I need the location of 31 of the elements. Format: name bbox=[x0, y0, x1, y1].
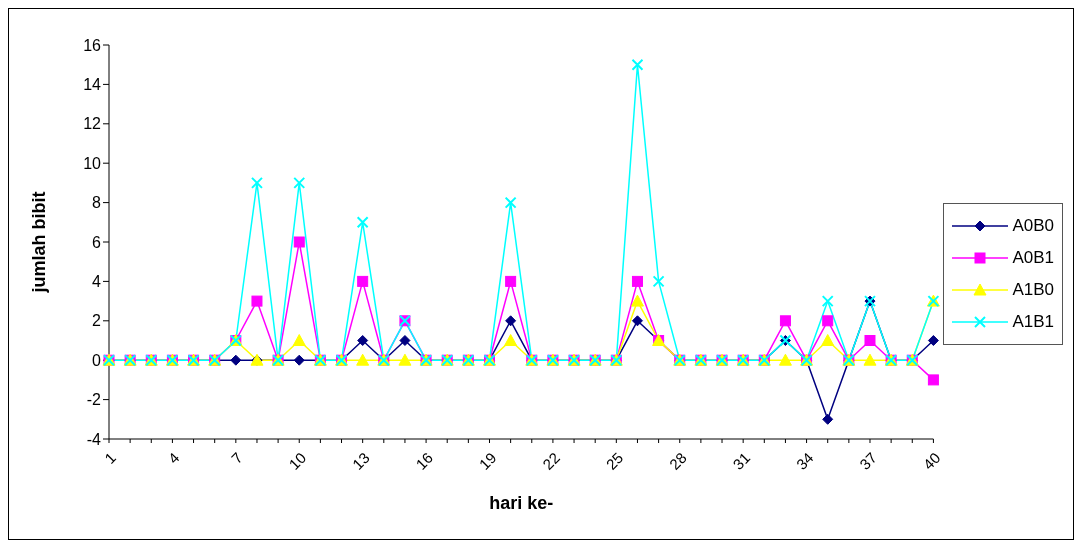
y-tick-label: -4 bbox=[86, 430, 102, 448]
legend-label: A0B1 bbox=[1012, 248, 1054, 268]
y-tick-label: 0 bbox=[92, 351, 102, 369]
legend-label: A1B1 bbox=[1012, 312, 1054, 332]
x-tick-label: 19 bbox=[475, 449, 500, 473]
x-tick-label: 34 bbox=[792, 449, 817, 473]
y-tick-label: 14 bbox=[83, 76, 102, 94]
y-tick-label: -2 bbox=[86, 391, 102, 409]
x-tick-label: 37 bbox=[856, 449, 881, 473]
x-tick-label: 1 bbox=[101, 449, 120, 467]
y-tick-label: 16 bbox=[83, 36, 102, 54]
x-tick-label: 22 bbox=[539, 449, 563, 473]
y-tick-label: 6 bbox=[92, 233, 102, 251]
legend-label: A1B0 bbox=[1012, 280, 1054, 300]
x-tick-label: 16 bbox=[412, 449, 437, 473]
x-tick-label: 4 bbox=[164, 449, 183, 467]
y-tick-label: 12 bbox=[83, 115, 102, 133]
legend-label: A0B0 bbox=[1012, 216, 1054, 236]
x-tick-label: 13 bbox=[348, 449, 373, 473]
x-tick-label: 31 bbox=[729, 449, 754, 473]
y-tick-label: 10 bbox=[83, 154, 102, 172]
x-tick-label: 40 bbox=[919, 449, 944, 473]
x-tick-label: 28 bbox=[665, 449, 690, 473]
y-tick-label: 8 bbox=[92, 194, 102, 212]
x-tick-label: 7 bbox=[227, 449, 246, 467]
x-tick-label: 10 bbox=[285, 449, 310, 473]
y-tick-label: 4 bbox=[92, 273, 102, 291]
x-axis-title: hari ke- bbox=[489, 493, 554, 513]
y-tick-label: 2 bbox=[92, 312, 102, 330]
y-axis-title: jumlah bibit bbox=[29, 191, 50, 294]
x-tick-label: 25 bbox=[602, 449, 627, 473]
